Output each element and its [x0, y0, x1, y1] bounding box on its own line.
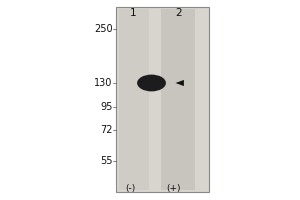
Text: 2: 2 — [175, 8, 182, 18]
Bar — [116, 7, 208, 192]
Polygon shape — [176, 80, 184, 86]
Text: 130: 130 — [94, 78, 112, 88]
Ellipse shape — [137, 75, 166, 91]
Text: 95: 95 — [100, 102, 112, 112]
Text: (+): (+) — [166, 184, 181, 194]
Bar — [160, 9, 195, 190]
Text: 1: 1 — [130, 8, 137, 18]
Text: (-): (-) — [125, 184, 136, 194]
Text: 55: 55 — [100, 156, 112, 166]
Text: 72: 72 — [100, 125, 112, 135]
Bar — [118, 9, 148, 190]
Text: 250: 250 — [94, 24, 112, 34]
